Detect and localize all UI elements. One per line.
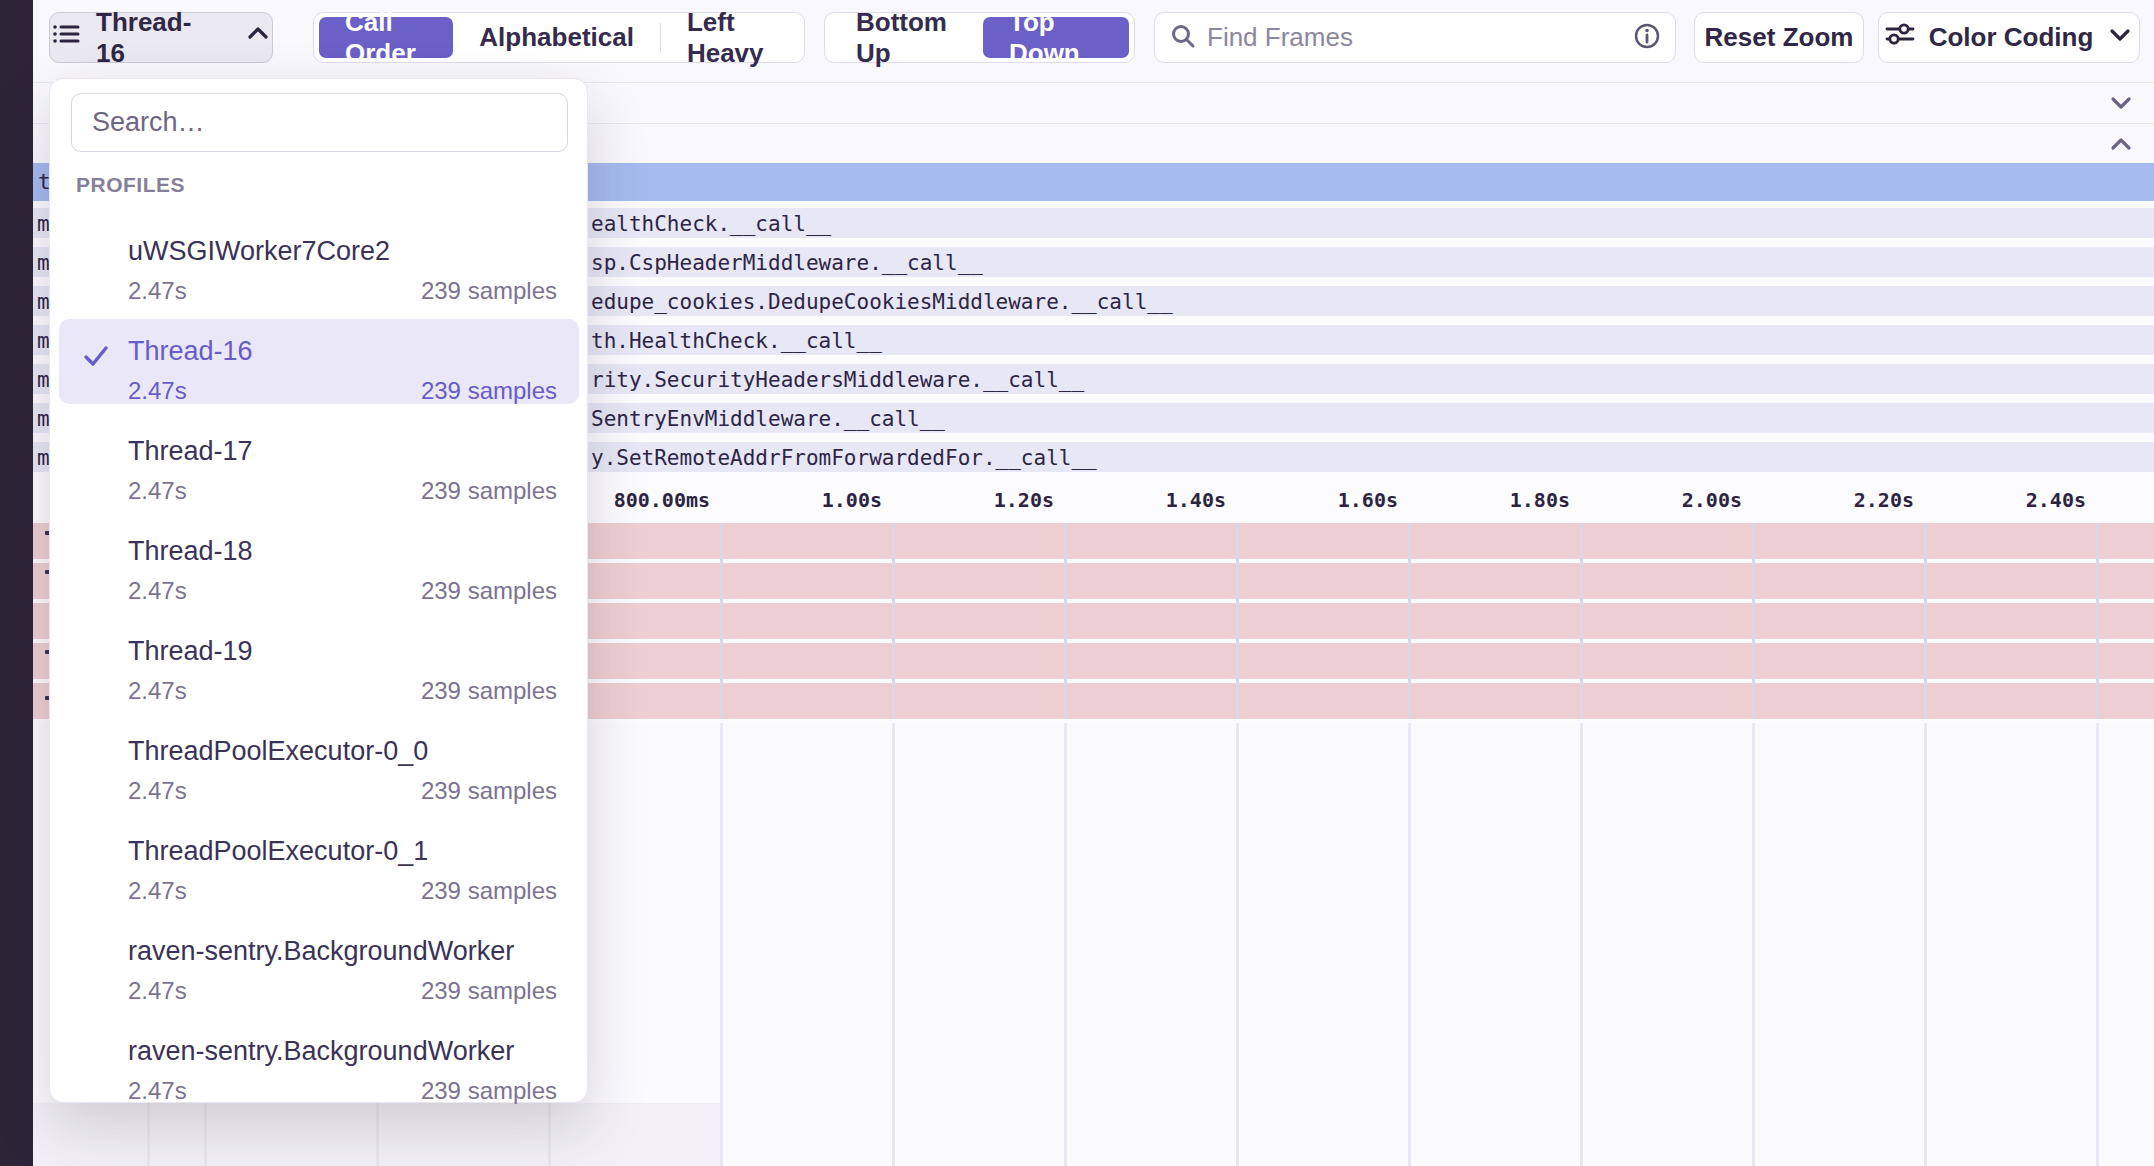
search-icon	[1169, 22, 1197, 54]
sort-left-heavy-button[interactable]: Left Heavy	[661, 17, 799, 58]
chevron-up-icon[interactable]	[2106, 131, 2136, 161]
profile-name: uWSGIWorker7Core2	[128, 235, 557, 267]
color-coding-label: Color Coding	[1929, 22, 2094, 53]
frame-label: th.HealthCheck.__call__	[591, 329, 882, 353]
profile-item[interactable]: raven-sentry.BackgroundWorker 2.47s 239 s…	[59, 1019, 579, 1104]
axis-tick: 800.00ms	[614, 488, 710, 512]
profile-item[interactable]: ThreadPoolExecutor-0_0 2.47s 239 samples	[59, 719, 579, 804]
sort-call-order-button[interactable]: Call Order	[319, 17, 453, 58]
profile-duration: 2.47s	[128, 1077, 187, 1105]
axis-tick: 2.20s	[1854, 488, 1914, 512]
sort-alphabetical-button[interactable]: Alphabetical	[453, 17, 660, 58]
profile-name: raven-sentry.BackgroundWorker	[128, 1035, 557, 1067]
clipped-frame-text: m	[37, 407, 50, 431]
app-sidebar-edge	[0, 0, 33, 1166]
profiler-flamechart-screen: t m ealthCheck.__call__ m sp.CspHeaderMi…	[0, 0, 2154, 1166]
axis-tick: 1.40s	[1166, 488, 1226, 512]
direction-top-down-button[interactable]: Top Down	[983, 17, 1129, 58]
chevron-down-icon[interactable]	[2106, 90, 2136, 120]
axis-tick: 2.00s	[1682, 488, 1742, 512]
profile-name: ThreadPoolExecutor-0_1	[128, 835, 557, 867]
color-coding-button[interactable]: Color Coding	[1878, 12, 2140, 63]
profile-duration: 2.47s	[128, 377, 187, 405]
frame-label: SentryEnvMiddleware.__call__	[591, 407, 945, 431]
profile-item[interactable]: Thread-17 2.47s 239 samples	[59, 419, 579, 504]
profile-name: Thread-16	[128, 335, 557, 367]
frame-label: ealthCheck.__call__	[591, 212, 831, 236]
profile-item[interactable]: ThreadPoolExecutor-0_1 2.47s 239 samples	[59, 819, 579, 904]
profile-samples: 239 samples	[421, 577, 557, 605]
profile-duration: 2.47s	[128, 977, 187, 1005]
axis-tick: 1.80s	[1510, 488, 1570, 512]
profile-duration: 2.47s	[128, 677, 187, 705]
axis-tick: 2.40s	[2026, 488, 2086, 512]
profile-item[interactable]: Thread-18 2.47s 239 samples	[59, 519, 579, 604]
sliders-icon	[1884, 20, 1916, 55]
profile-samples: 239 samples	[421, 777, 557, 805]
clipped-frame-text: m	[37, 329, 50, 353]
find-frames-field	[1154, 12, 1676, 63]
clipped-frame-text: m	[37, 368, 50, 392]
axis-tick: 1.20s	[994, 488, 1054, 512]
profiles-dropdown-panel: PROFILES uWSGIWorker7Core2 2.47s 239 samp…	[49, 78, 588, 1103]
profiles-search-input[interactable]	[71, 93, 568, 152]
profiles-section-label: PROFILES	[76, 173, 185, 197]
clipped-frame-text: m	[37, 290, 50, 314]
checkmark-icon	[81, 341, 111, 375]
profile-duration: 2.47s	[128, 877, 187, 905]
profile-samples: 239 samples	[421, 677, 557, 705]
profile-name: Thread-18	[128, 535, 557, 567]
frame-label: edupe_cookies.DedupeCookiesMiddleware.__…	[591, 290, 1173, 314]
clipped-frame-text: m	[37, 446, 50, 470]
find-frames-input[interactable]	[1207, 22, 1623, 53]
profile-duration: 2.47s	[128, 277, 187, 305]
profile-name: ThreadPoolExecutor-0_0	[128, 735, 557, 767]
reset-zoom-button[interactable]: Reset Zoom	[1694, 12, 1864, 63]
clipped-frame-text: m	[37, 212, 50, 236]
flamechart-toolbar: Thread-16 Call Order Alphabetical Left H…	[33, 0, 2154, 82]
profile-samples: 239 samples	[421, 877, 557, 905]
clipped-frame-text: m	[37, 251, 50, 275]
axis-tick: 1.60s	[1338, 488, 1398, 512]
frame-label: y.SetRemoteAddrFromForwardedFor.__call__	[591, 446, 1097, 470]
sort-segmented-control: Call Order Alphabetical Left Heavy	[313, 12, 805, 63]
profile-samples: 239 samples	[421, 1077, 557, 1105]
chevron-down-icon	[2106, 22, 2134, 53]
profile-samples: 239 samples	[421, 477, 557, 505]
profile-duration: 2.47s	[128, 477, 187, 505]
thread-list-icon	[50, 19, 82, 56]
profile-name: Thread-19	[128, 635, 557, 667]
profile-item[interactable]: uWSGIWorker7Core2 2.47s 239 samples	[59, 219, 579, 304]
profile-item[interactable]: Thread-19 2.47s 239 samples	[59, 619, 579, 704]
thread-selector-button[interactable]: Thread-16	[49, 12, 273, 63]
thread-selector-label: Thread-16	[96, 7, 220, 69]
profile-name: raven-sentry.BackgroundWorker	[128, 935, 557, 967]
profile-duration: 2.47s	[128, 777, 187, 805]
info-icon[interactable]	[1633, 22, 1661, 54]
profile-samples: 239 samples	[421, 377, 557, 405]
profile-samples: 239 samples	[421, 977, 557, 1005]
profile-name: Thread-17	[128, 435, 557, 467]
axis-tick: 1.00s	[822, 488, 882, 512]
profile-duration: 2.47s	[128, 577, 187, 605]
frame-label: rity.SecurityHeadersMiddleware.__call__	[591, 368, 1084, 392]
profile-item-selected[interactable]: Thread-16 2.47s 239 samples	[59, 319, 579, 404]
profile-samples: 239 samples	[421, 277, 557, 305]
direction-bottom-up-button[interactable]: Bottom Up	[830, 17, 983, 58]
profile-item[interactable]: raven-sentry.BackgroundWorker 2.47s 239 s…	[59, 919, 579, 1004]
minimap-shade	[33, 1103, 720, 1166]
frame-label: sp.CspHeaderMiddleware.__call__	[591, 251, 983, 275]
chevron-up-icon	[244, 22, 272, 53]
direction-segmented-control: Bottom Up Top Down	[824, 12, 1135, 63]
